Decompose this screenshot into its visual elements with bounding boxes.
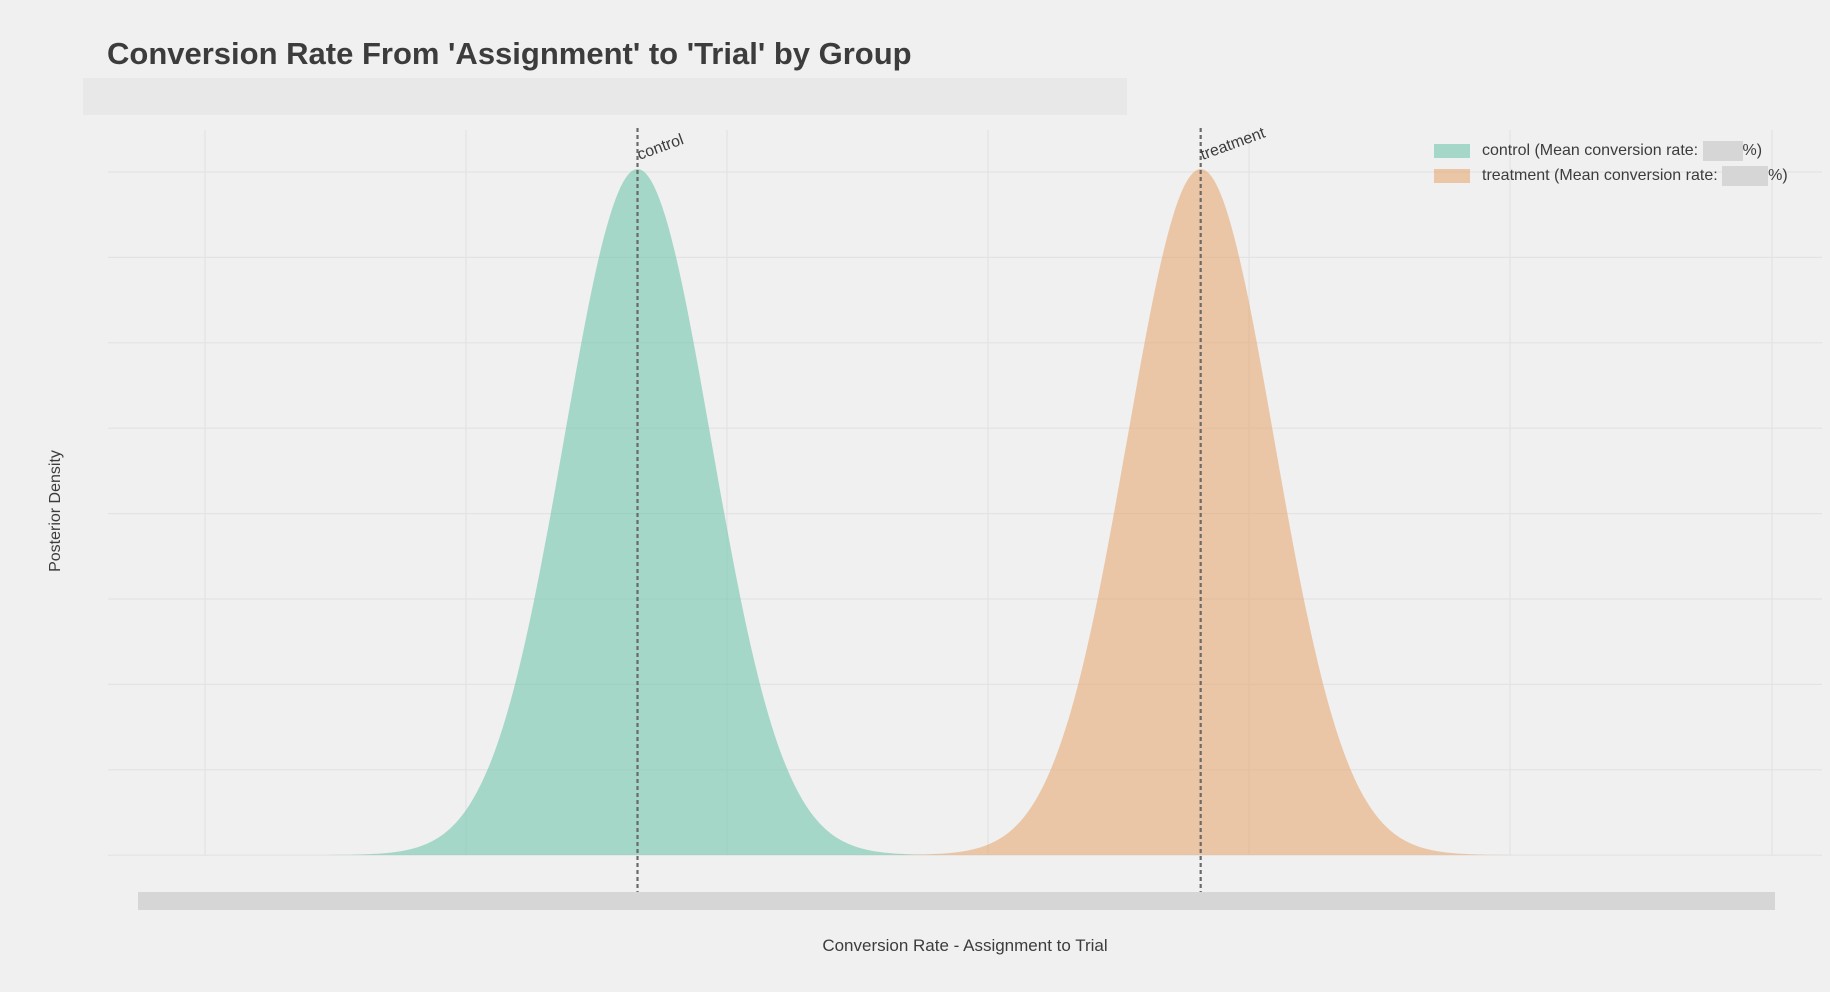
- y-axis-label: Posterior Density: [47, 450, 64, 572]
- density-area-control: [329, 169, 946, 855]
- mean-annotation-treatment: treatment: [1198, 124, 1268, 163]
- legend-swatch-treatment: [1434, 168, 1470, 183]
- legend-swatch-control: [1434, 143, 1470, 158]
- subtitle-redaction: [83, 78, 1127, 115]
- legend-label-treatment: treatment (Mean conversion rate: %): [1482, 165, 1788, 186]
- legend-label-control-suffix: %): [1742, 141, 1763, 159]
- legend-value-redaction-control: [1702, 140, 1743, 161]
- legend: control (Mean conversion rate: %) treatm…: [1434, 138, 1788, 188]
- legend-value-redaction-treatment: [1722, 165, 1769, 186]
- legend-label-control-prefix: control (Mean conversion rate:: [1482, 141, 1703, 159]
- density-area-treatment: [892, 169, 1510, 855]
- legend-label-control: control (Mean conversion rate: %): [1482, 140, 1763, 161]
- mean-annotations: control treatment: [635, 124, 1268, 163]
- mean-annotation-control: control: [635, 131, 686, 163]
- x-axis-label: Conversion Rate - Assignment to Trial: [822, 936, 1108, 955]
- legend-item-control: control (Mean conversion rate: %): [1434, 138, 1788, 163]
- chart-title: Conversion Rate From 'Assignment' to 'Tr…: [107, 36, 912, 71]
- grid: [108, 130, 1822, 856]
- legend-label-treatment-suffix: %): [1768, 166, 1788, 184]
- x-tick-labels-redaction: [138, 892, 1775, 910]
- density-areas: [329, 169, 1510, 855]
- mean-lines: [636, 128, 1202, 892]
- legend-item-treatment: treatment (Mean conversion rate: %): [1434, 163, 1788, 188]
- legend-label-treatment-prefix: treatment (Mean conversion rate:: [1482, 166, 1723, 184]
